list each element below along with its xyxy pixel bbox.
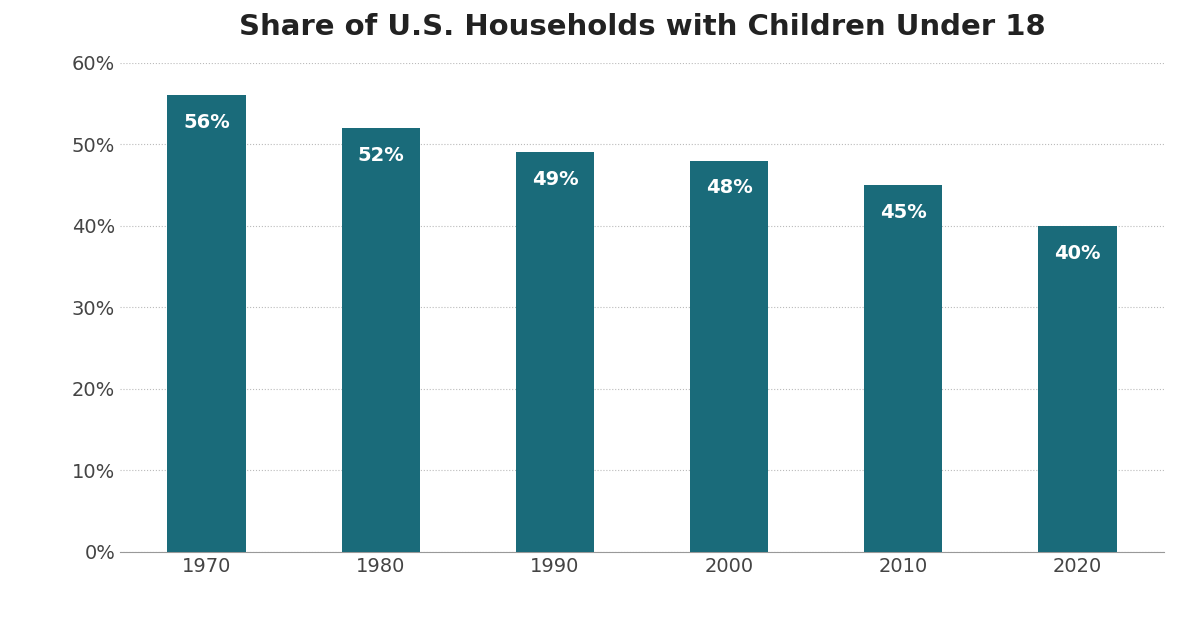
Text: 56%: 56% [184,113,230,132]
Bar [690,161,768,552]
Bar [342,128,420,552]
Text: 49%: 49% [532,171,578,189]
Text: 40%: 40% [1054,244,1100,263]
Bar [516,152,594,552]
Bar [168,95,246,552]
Text: 45%: 45% [880,203,926,222]
Bar [864,185,942,552]
Text: 48%: 48% [706,179,752,198]
Bar [1038,226,1116,552]
Text: 52%: 52% [358,146,404,165]
Title: Share of U.S. Households with Children Under 18: Share of U.S. Households with Children U… [239,13,1045,41]
